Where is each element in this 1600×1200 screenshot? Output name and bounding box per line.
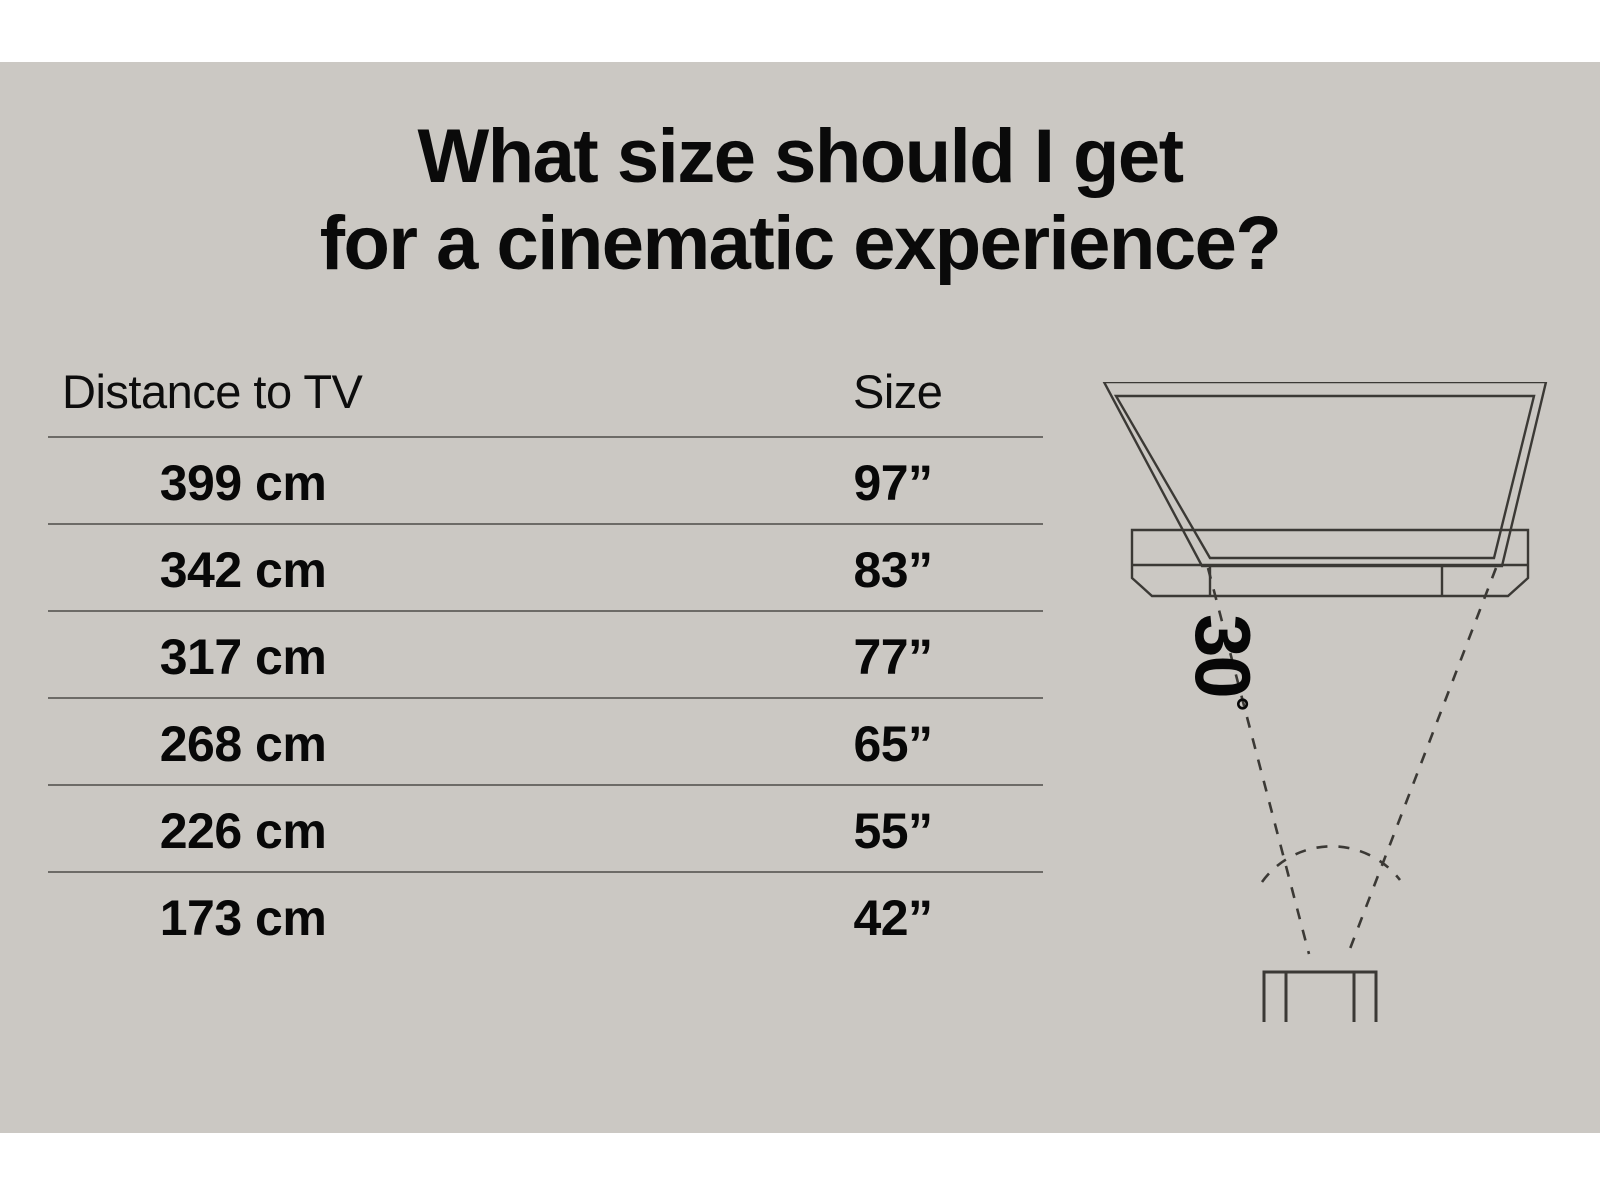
infographic-panel: What size should I get for a cinematic e… — [0, 62, 1600, 1133]
column-header-size: Size — [853, 365, 943, 418]
table-row: 268 cm 65” — [48, 699, 1043, 784]
cell-size: 97” — [853, 455, 933, 511]
viewing-angle-diagram — [1090, 382, 1560, 1022]
degree-icon: ° — [1215, 696, 1256, 712]
table-divider — [48, 871, 1043, 873]
cell-size: 65” — [853, 716, 933, 772]
page-title-line-1: What size should I get — [417, 114, 1184, 199]
cell-distance: 317 cm — [159, 629, 327, 685]
cell-size: 55” — [853, 803, 933, 859]
tv-base — [1130, 528, 1530, 598]
table-row: 173 cm 42” — [48, 873, 1043, 958]
cell-distance: 226 cm — [159, 803, 327, 859]
table-row: 317 cm 77” — [48, 612, 1043, 697]
cell-distance: 399 cm — [159, 455, 327, 511]
dashed-angle-arc — [1260, 845, 1402, 883]
dashed-viewing-cone — [1206, 567, 1498, 955]
sofa-top-view — [1262, 970, 1378, 1022]
page-title: What size should I get for a cinematic e… — [0, 114, 1600, 287]
page-title-line-2: for a cinematic experience? — [319, 200, 1282, 286]
table-divider — [48, 523, 1043, 525]
viewing-angle-value: 30 — [1179, 614, 1267, 697]
cell-distance: 268 cm — [159, 716, 327, 772]
cell-distance: 342 cm — [159, 542, 327, 598]
table-divider — [48, 436, 1043, 438]
cell-size: 42” — [853, 890, 933, 946]
table-divider — [48, 610, 1043, 612]
table-divider — [48, 784, 1043, 786]
table-divider — [48, 697, 1043, 699]
cell-distance: 173 cm — [159, 890, 327, 946]
cell-size: 83” — [853, 542, 933, 598]
table-row: 226 cm 55” — [48, 786, 1043, 871]
column-header-distance: Distance to TV — [62, 365, 363, 418]
table-row: 399 cm 97” — [48, 438, 1043, 523]
table-header-row: Distance to TV Size — [48, 364, 1043, 436]
viewing-angle-label: 30° — [1179, 614, 1267, 712]
cell-size: 77” — [853, 629, 933, 685]
tv-top-view — [1102, 382, 1548, 568]
table-row: 342 cm 83” — [48, 525, 1043, 610]
size-table: Distance to TV Size 399 cm 97” 342 cm 83… — [48, 364, 1043, 958]
